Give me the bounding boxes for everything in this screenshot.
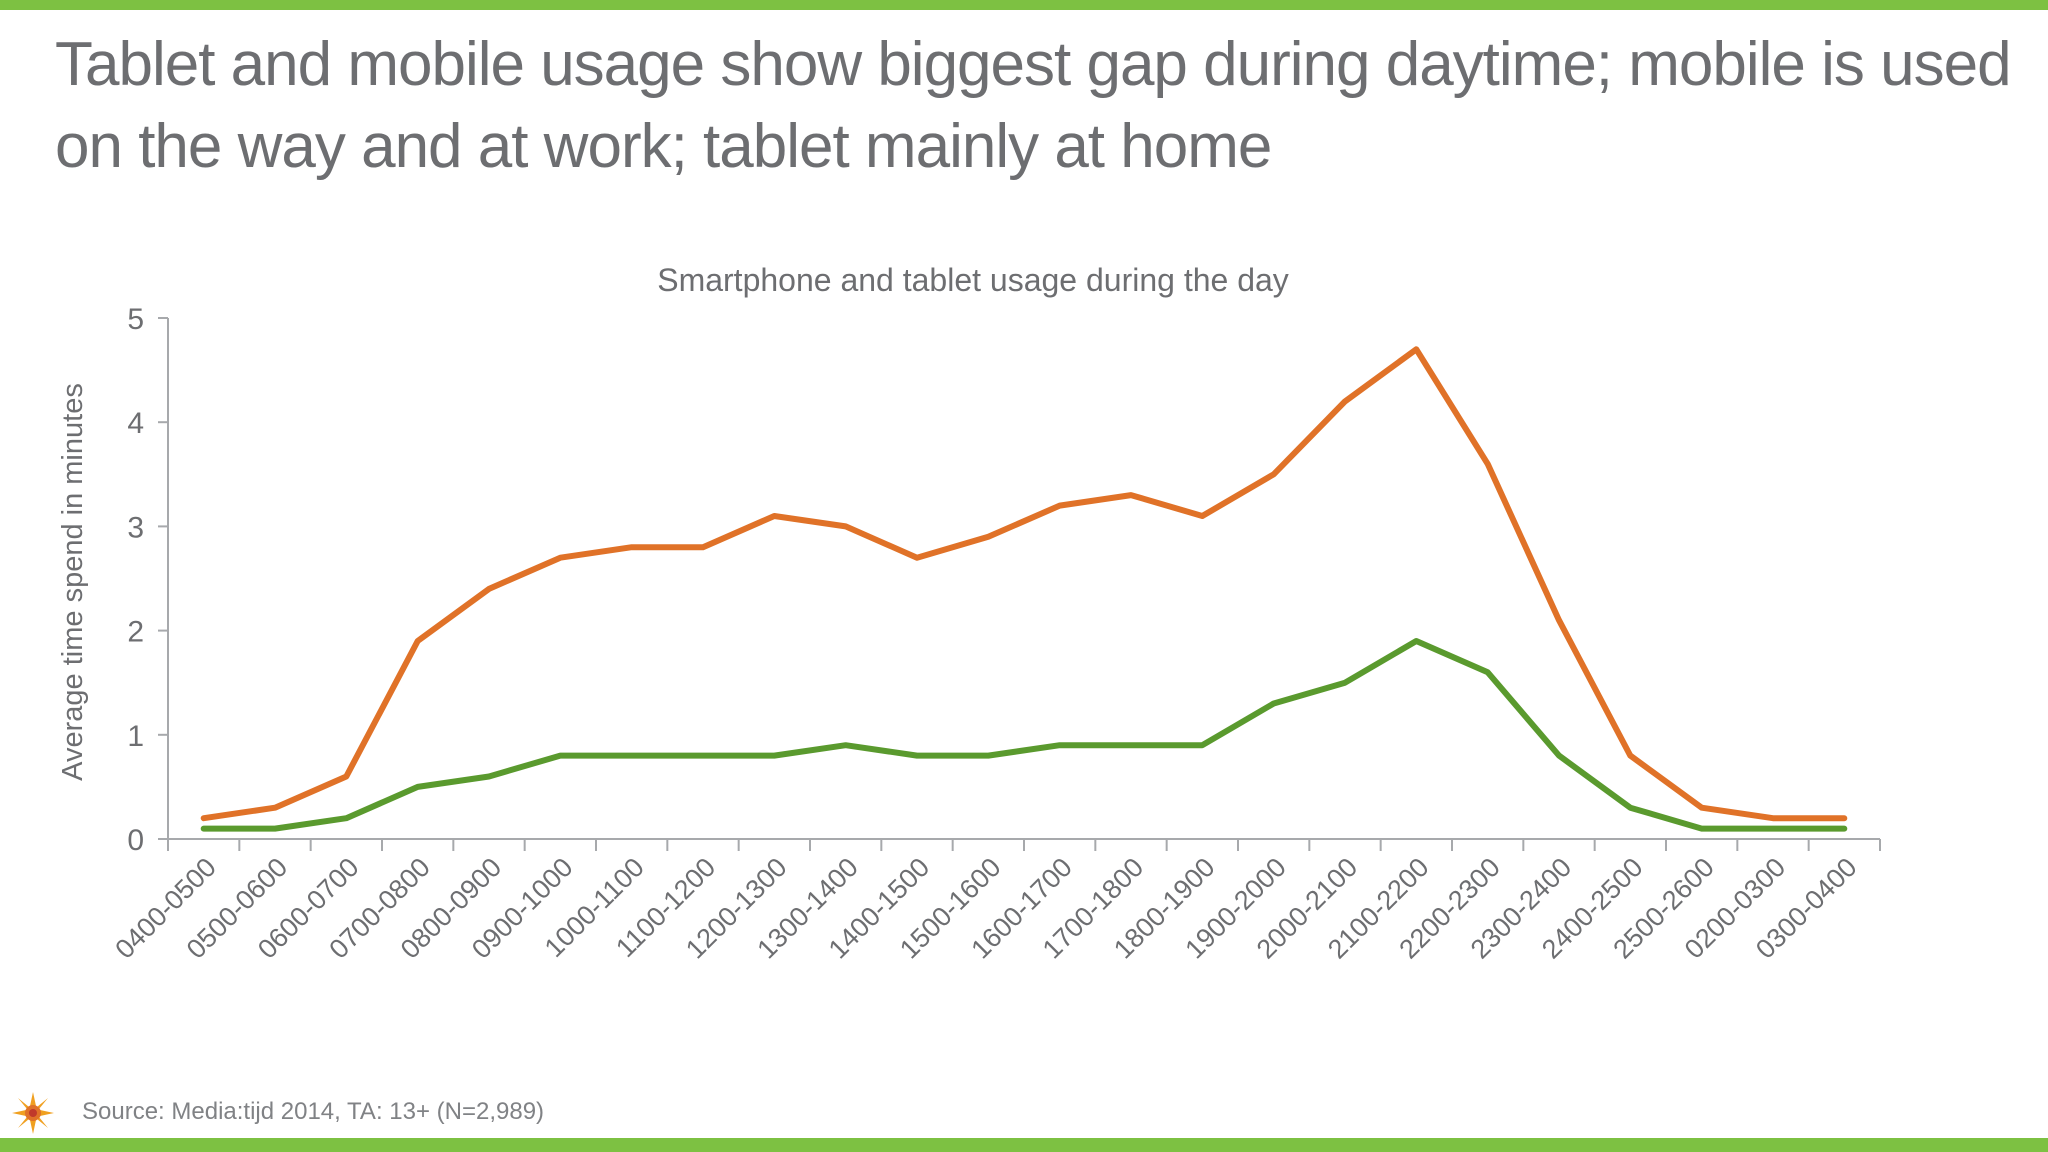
y-tick-label: 0: [127, 824, 144, 857]
x-tick-labels: 0400-05000500-06000600-07000700-08000800…: [109, 852, 1862, 965]
sun-burst-icon: [12, 1092, 54, 1134]
line-chart: Smartphone and tablet usage during the d…: [57, 262, 1881, 965]
y-tick-labels: 0 1 2 3 4 5: [127, 303, 144, 857]
y-tick-label: 1: [127, 720, 144, 753]
chart-axes: [158, 317, 1881, 851]
series-lines: [200, 346, 1848, 832]
slide-headline: Tablet and mobile usage show biggest gap…: [55, 30, 2012, 181]
chart-title: Smartphone and tablet usage during the d…: [657, 262, 1289, 298]
series-line-1: [200, 346, 1848, 822]
y-tick-label: 5: [127, 303, 144, 336]
bottom-accent-bar: [0, 1138, 2048, 1152]
series-line-2: [200, 638, 1848, 832]
y-axis-label: Average time spend in minutes: [57, 383, 89, 781]
y-tick-label: 2: [127, 616, 144, 649]
y-tick-label: 3: [127, 511, 144, 544]
y-tick-label: 4: [127, 407, 144, 440]
source-note: Source: Media:tijd 2014, TA: 13+ (N=2,98…: [82, 1098, 545, 1125]
top-accent-bar: [0, 0, 2048, 10]
